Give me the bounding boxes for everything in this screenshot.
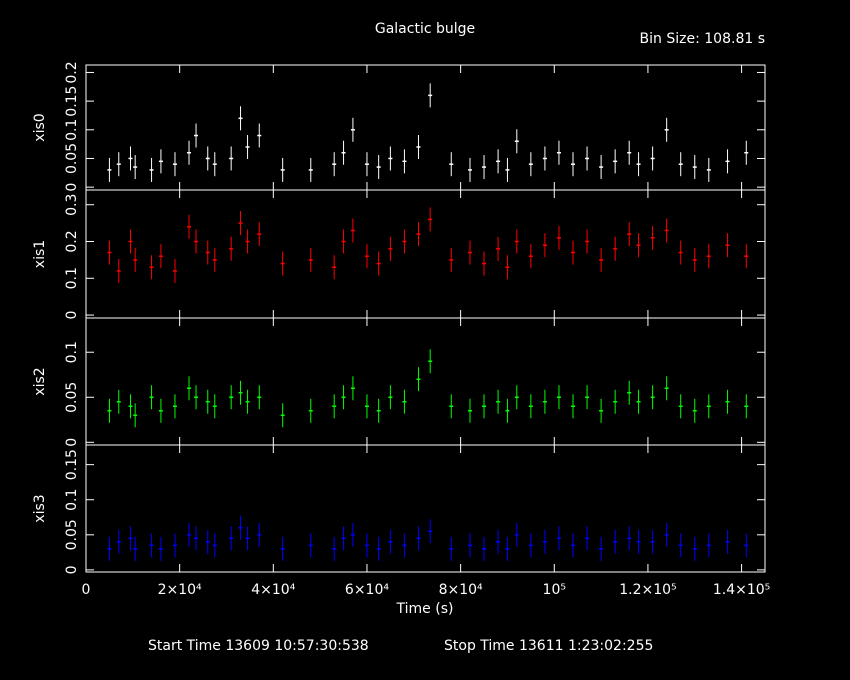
chart-title: Galactic bulge xyxy=(375,21,475,37)
y-tick-label: 0.1 xyxy=(64,489,80,511)
x-tick-label: 6×10⁴ xyxy=(345,582,389,598)
y-tick-label: 0.2 xyxy=(64,230,80,252)
y-axis-label: xis2 xyxy=(32,367,48,395)
x-tick-label: 0 xyxy=(82,582,91,598)
y-tick-label: 0.1 xyxy=(64,267,80,289)
plot-frame xyxy=(85,444,766,573)
y-tick-label: 0.2 xyxy=(64,61,80,83)
y-axis-label: xis3 xyxy=(32,494,48,522)
x-axis-label: Time (s) xyxy=(396,601,454,617)
y-tick-label: 0 xyxy=(64,438,80,447)
y-tick-label: 0.1 xyxy=(64,341,80,363)
y-tick-label: 0 xyxy=(64,183,80,192)
y-axis-label: xis1 xyxy=(32,240,48,268)
y-tick-label: 0 xyxy=(64,565,80,574)
plot-frame xyxy=(85,189,766,319)
x-tick-label: 8×10⁴ xyxy=(439,582,483,598)
start-time: Start Time 13609 10:57:30:538 xyxy=(148,638,369,654)
y-tick-label: 0.05 xyxy=(64,143,80,174)
stop-time: Stop Time 13611 1:23:02:255 xyxy=(444,638,653,654)
y-axis-label: xis0 xyxy=(32,113,48,141)
x-tick-label: 10⁵ xyxy=(543,582,566,598)
y-tick-label: 0 xyxy=(64,311,80,320)
x-tick-label: 2×10⁴ xyxy=(158,582,202,598)
y-tick-label: 0.05 xyxy=(64,519,80,550)
plot-frame xyxy=(85,64,766,191)
y-tick-label: 0.1 xyxy=(64,119,80,141)
plot-frame xyxy=(85,317,766,446)
x-tick-label: 1.4×10⁵ xyxy=(713,582,770,598)
y-tick-label: 0.15 xyxy=(64,449,80,480)
x-tick-label: 4×10⁴ xyxy=(251,582,295,598)
y-tick-label: 0.15 xyxy=(64,86,80,117)
y-tick-label: 0.3 xyxy=(64,194,80,216)
bin-size: Bin Size: 108.81 s xyxy=(640,31,765,47)
y-tick-label: 0.05 xyxy=(64,382,80,413)
x-tick-label: 1.2×10⁵ xyxy=(619,582,676,598)
